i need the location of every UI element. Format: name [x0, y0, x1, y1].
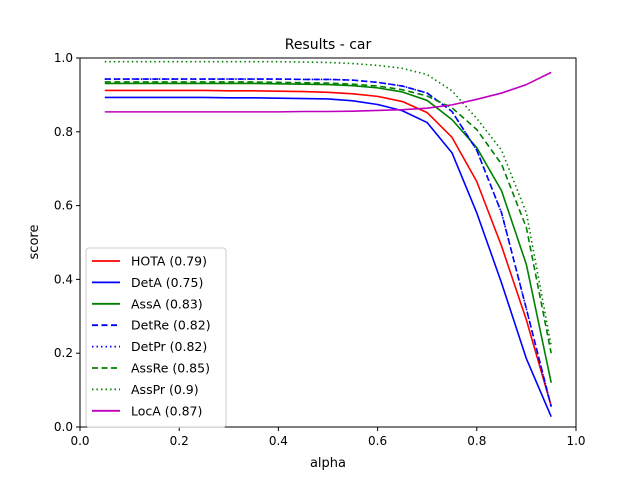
- y-tick-label: 1.0: [54, 51, 73, 65]
- legend-label: DetA (0.75): [131, 275, 203, 290]
- y-axis-ticks: 0.0 0.2 0.4 0.6 0.8 1.0: [54, 51, 80, 434]
- y-tick-label: 0.6: [54, 199, 73, 213]
- legend-label: DetRe (0.82): [131, 318, 211, 333]
- x-tick-label: 0.6: [368, 434, 387, 448]
- y-tick-label: 0.2: [54, 346, 73, 360]
- x-tick-label: 0.8: [467, 434, 486, 448]
- y-tick-label: 0.4: [54, 272, 73, 286]
- legend-label: HOTA (0.79): [131, 254, 207, 269]
- series-line-7: [104, 71, 552, 113]
- x-axis-label: alpha: [310, 456, 346, 471]
- x-tick-label: 0.0: [70, 434, 89, 448]
- legend-box: [85, 247, 227, 428]
- legend-label: AssPr (0.9): [131, 382, 199, 397]
- series-line-4: [104, 78, 552, 407]
- legend: HOTA (0.79) DetA (0.75) AssA (0.83) DetRe (…: [85, 247, 227, 428]
- x-axis-ticks: 0.0 0.2 0.4 0.6 0.8 1.0: [70, 427, 586, 448]
- y-tick-label: 0.0: [54, 420, 73, 434]
- series-line-1: [104, 96, 552, 417]
- y-tick-label: 0.8: [54, 125, 73, 139]
- chart-title: Results - car: [285, 37, 372, 53]
- legend-label: LocA (0.87): [131, 403, 202, 418]
- series-line-2: [104, 82, 552, 383]
- legend-label: AssA (0.83): [131, 296, 203, 311]
- x-tick-label: 1.0: [566, 434, 585, 448]
- series-line-5: [104, 81, 552, 354]
- x-tick-label: 0.2: [170, 434, 189, 448]
- plot-frame: [79, 57, 577, 428]
- x-tick-label: 0.4: [269, 434, 288, 448]
- series-line-0: [104, 89, 552, 407]
- legend-label: DetPr (0.82): [131, 339, 207, 354]
- legend-label: AssRe (0.85): [131, 361, 210, 376]
- plot-lines: [104, 60, 552, 417]
- y-axis-label: score: [27, 225, 42, 260]
